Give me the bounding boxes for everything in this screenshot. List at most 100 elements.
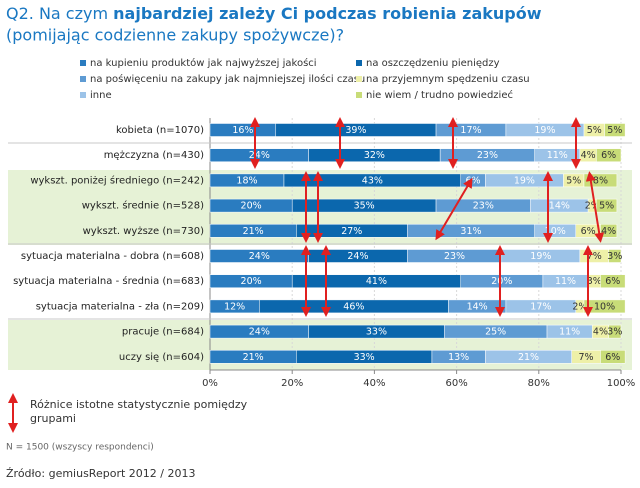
legend-label: na kupieniu produktów jak najwyższej jak… xyxy=(90,57,317,69)
value-label: 6% xyxy=(605,276,620,287)
value-label: 43% xyxy=(362,175,383,186)
value-label: 24% xyxy=(249,150,270,161)
legend-swatch xyxy=(356,92,362,98)
value-label: 24% xyxy=(249,251,270,262)
note: N = 1500 (wszyscy respondenci) xyxy=(6,443,154,453)
value-label: 23% xyxy=(444,251,465,262)
value-label: 20% xyxy=(241,201,262,212)
value-label: 19% xyxy=(530,251,551,262)
value-label: 11% xyxy=(555,276,576,287)
category-label: sytuacja materialna - dobra (n=608) xyxy=(21,251,204,262)
value-label: 7% xyxy=(579,352,594,363)
value-label: 24% xyxy=(347,251,368,262)
value-label: 17% xyxy=(530,301,551,312)
value-label: 2% xyxy=(572,301,587,312)
value-label: 17% xyxy=(460,125,481,136)
value-label: 7% xyxy=(587,251,602,262)
value-label: 33% xyxy=(354,352,375,363)
value-label: 5% xyxy=(599,201,614,212)
value-label: 23% xyxy=(473,201,494,212)
legend-label: na oszczędzeniu pieniędzy xyxy=(366,58,500,69)
value-label: 24% xyxy=(249,327,270,338)
value-label: 6% xyxy=(605,352,620,363)
value-label: 6% xyxy=(581,226,596,237)
x-tick-label: 20% xyxy=(281,378,303,389)
legend-label: na przyjemnym spędzeniu czasu xyxy=(366,74,530,85)
value-label: 12% xyxy=(224,301,245,312)
value-label: 21% xyxy=(243,352,264,363)
value-label: 35% xyxy=(354,201,375,212)
value-label: 3% xyxy=(587,276,602,287)
category-label: kobieta (n=1070) xyxy=(116,125,204,136)
value-label: 32% xyxy=(364,150,385,161)
value-label: 25% xyxy=(485,327,506,338)
value-label: 3% xyxy=(607,251,622,262)
x-tick-label: 40% xyxy=(363,378,385,389)
legend-swatch xyxy=(80,76,86,82)
value-label: 4% xyxy=(593,327,608,338)
value-label: 27% xyxy=(341,226,362,237)
category-label: sytuacja materialna - średnia (n=683) xyxy=(13,275,204,287)
legend-label: nie wiem / trudno powiedzieć xyxy=(366,89,513,101)
value-label: 18% xyxy=(236,175,257,186)
value-label: 31% xyxy=(460,226,481,237)
legend-label: na poświęceniu na zakupy jak najmniejsze… xyxy=(90,73,365,85)
value-label: 4% xyxy=(581,150,596,161)
value-label: 13% xyxy=(448,352,469,363)
chart-subtitle: (pomijając codzienne zakupy spożywcze)? xyxy=(6,26,344,45)
value-label: 11% xyxy=(559,327,580,338)
source: Źródło: gemiusReport 2012 / 2013 xyxy=(6,467,195,480)
value-label: 10% xyxy=(594,301,615,312)
value-label: 11% xyxy=(547,150,568,161)
legend-swatch xyxy=(80,60,86,66)
value-label: 14% xyxy=(549,201,570,212)
value-label: 19% xyxy=(534,125,555,136)
value-label: 19% xyxy=(514,175,535,186)
x-tick-label: 0% xyxy=(202,378,218,389)
value-label: 23% xyxy=(477,150,498,161)
x-tick-label: 80% xyxy=(528,378,550,389)
value-label: 41% xyxy=(366,276,387,287)
value-label: 21% xyxy=(243,226,264,237)
value-label: 6% xyxy=(466,175,481,186)
value-label: 39% xyxy=(345,125,366,136)
category-label: wykszt. wyższe (n=730) xyxy=(83,226,204,237)
legend-swatch xyxy=(80,92,86,98)
bar-segment xyxy=(596,148,622,162)
category-label: mężczyzna (n=430) xyxy=(104,150,204,161)
value-label: 20% xyxy=(241,276,262,287)
category-label: pracuje (n=684) xyxy=(122,327,204,338)
bar-segment xyxy=(608,324,622,339)
legend-label: inne xyxy=(90,90,112,101)
value-label: 5% xyxy=(607,125,622,136)
value-label: 20% xyxy=(491,276,512,287)
value-label: 5% xyxy=(566,175,581,186)
bar-segment xyxy=(600,274,626,288)
value-label: 14% xyxy=(467,301,488,312)
x-tick-label: 100% xyxy=(607,378,636,389)
significance-arrows xyxy=(250,117,605,317)
legend-swatch xyxy=(356,76,362,82)
value-label: 21% xyxy=(518,352,539,363)
bar-segment xyxy=(608,249,622,263)
x-tick-label: 60% xyxy=(445,378,467,389)
category-label: sytuacja materialna - zła (n=209) xyxy=(36,301,204,312)
chart-title: Q2. Na czym najbardziej zależy Ci podcza… xyxy=(6,4,542,23)
legend-swatch xyxy=(356,60,362,66)
value-label: 6% xyxy=(601,150,616,161)
value-label: 5% xyxy=(587,125,602,136)
value-label: 8% xyxy=(593,175,608,186)
category-label: wykszt. średnie (n=528) xyxy=(82,200,204,212)
bar-segment xyxy=(604,123,626,137)
value-label: 4% xyxy=(601,226,616,237)
value-label: 46% xyxy=(343,301,364,312)
category-label: wykszt. poniżej średniego (n=242) xyxy=(30,174,204,186)
value-label: 3% xyxy=(607,327,622,338)
bar-segment xyxy=(600,350,626,364)
category-label: uczy się (n=604) xyxy=(119,352,204,363)
value-label: 10% xyxy=(545,226,566,237)
value-label: 16% xyxy=(232,125,253,136)
arrow-legend-text: Różnice istotne statystycznie pomiędzy gr… xyxy=(30,398,248,425)
value-label: 33% xyxy=(366,327,387,338)
